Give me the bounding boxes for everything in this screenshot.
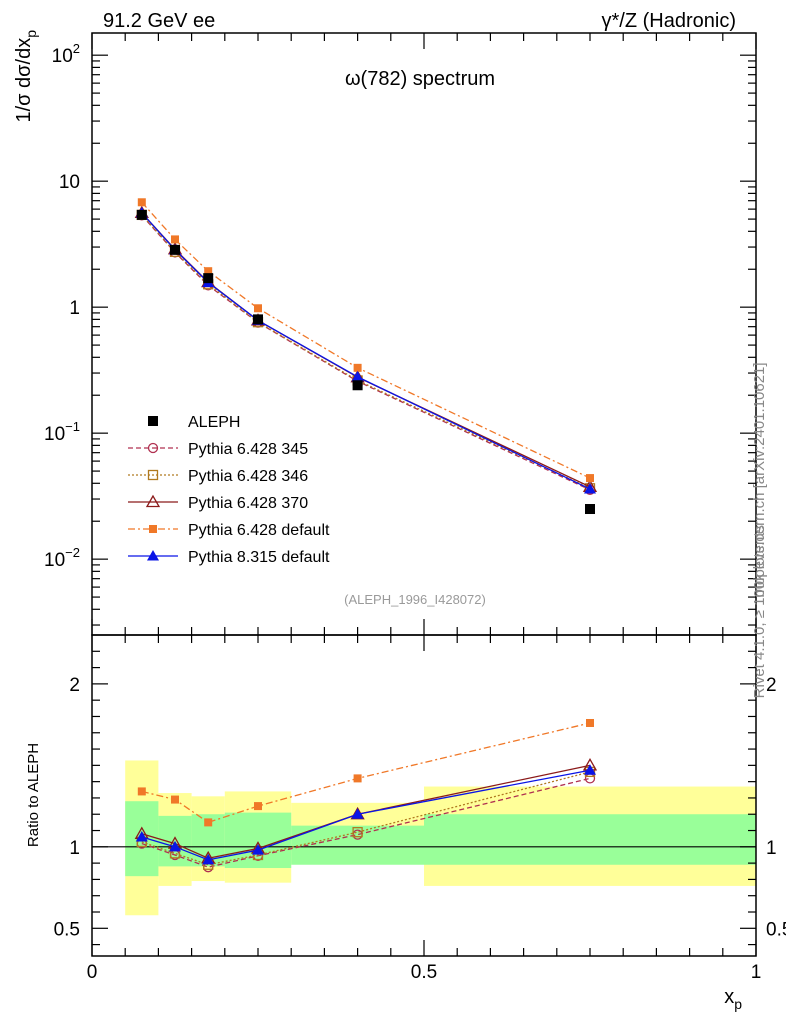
ratio-uncertainty-bands (125, 760, 756, 916)
main-y-axis-label: 1/σ dσ/dxp (13, 30, 39, 123)
ratio-point-4-3 (252, 844, 264, 855)
main-point-4-4 (353, 363, 362, 372)
main-point-4-5 (586, 474, 594, 483)
ratio-point-1-4 (352, 827, 363, 838)
ratio-point-4-2 (202, 853, 215, 865)
data-point-5 (585, 504, 595, 515)
legend-label-3: Pythia 6.428 370 (188, 495, 308, 512)
main-ytick-label-2: 1 (69, 298, 80, 319)
ratio-point-3-5 (586, 718, 594, 727)
header-left-label: 91.2 GeV ee (103, 10, 215, 32)
ratio-point-4-1 (169, 840, 181, 852)
tick-labels: 10−2 10−1 1 10 102 0.5 0.5 1 1 2 2 0 0.5 1 (44, 41, 786, 983)
ratio-point-0-5 (584, 773, 596, 784)
main-point-4-0 (137, 198, 146, 207)
ratio-ytick-label-right-2: 2 (766, 675, 777, 696)
legend-swatch-3 (145, 494, 161, 508)
legend-label-4: Pythia 6.428 default (188, 522, 330, 539)
main-ytick-label-4: 102 (52, 41, 80, 67)
main-ytick-label-0: 10−2 (44, 545, 80, 571)
ratio-y-axis-label: Ratio to ALEPH (25, 743, 42, 847)
ratio-point-3-0 (137, 787, 146, 796)
ratio-line-4 (141, 769, 591, 861)
ratio-point-3-2 (204, 818, 213, 827)
main-line-4 (141, 201, 591, 479)
analysis-watermark: (ALEPH_1996_I428072) (344, 592, 486, 607)
data-point-0 (136, 209, 147, 220)
main-point-5-5 (584, 483, 596, 494)
axis-ticks (91, 33, 757, 956)
ratio-point-4-4 (351, 808, 364, 819)
data-point-2 (203, 273, 214, 284)
xtick-label-2: 1 (751, 962, 762, 983)
ratio-series-layer (134, 718, 598, 873)
legend-label-5: Pythia 8.315 default (188, 549, 330, 566)
legend-swatch-0 (148, 416, 158, 426)
legend-swatch-4 (149, 525, 157, 533)
legend-swatch-5 (147, 550, 159, 561)
main-plot-frame (91, 32, 757, 636)
legend-label-1: Pythia 6.428 345 (188, 441, 308, 458)
xtick-label-1: 0.5 (411, 962, 437, 983)
ratio-line-0 (141, 777, 591, 868)
main-line-5 (141, 212, 591, 490)
ratio-ytick-label-left-0: 0.5 (54, 919, 80, 940)
svg-text:1/σ dσ/dxp: 1/σ dσ/dxp (13, 30, 39, 123)
ratio-point-4-0 (135, 831, 148, 842)
ratio-point-3-4 (353, 774, 362, 783)
main-point-4-2 (204, 267, 213, 276)
main-point-5-4 (351, 370, 364, 382)
main-ytick-label-3: 10 (59, 172, 80, 193)
data-point-4 (352, 380, 363, 391)
legend-swatch-1 (147, 442, 159, 454)
main-point-4-3 (254, 304, 262, 313)
xtick-label-0: 0 (87, 962, 98, 983)
x-axis-label: xp (724, 986, 742, 1012)
band-green-4 (291, 825, 424, 865)
ratio-ytick-label-left-2: 2 (69, 675, 80, 696)
legend-label-2: Pythia 6.428 346 (188, 468, 308, 485)
ratio-point-3-3 (254, 802, 262, 811)
mcplots-citation-label: mcplots.cern.ch [arXiv:2401.10621] (751, 362, 768, 597)
rivet-version-label: Rivet 4.1.0, ≥ 100k events (751, 525, 768, 698)
main-line-2 (141, 214, 591, 489)
ratio-ytick-label-right-0: 0.5 (766, 919, 786, 940)
ratio-point-3-1 (171, 795, 179, 804)
header-right-label: γ*/Z (Hadronic) (602, 10, 736, 32)
chart-title: ω(782) spectrum (345, 68, 495, 90)
legend-swatch-2 (147, 469, 159, 481)
legend: ALEPH Pythia 6.428 345 Pythia 6.428 346 Pyt… (128, 414, 330, 566)
data-point-3 (253, 314, 263, 325)
ratio-line-2 (141, 764, 591, 859)
ratio-line-3 (141, 722, 591, 824)
svg-text:xp: xp (724, 986, 742, 1012)
band-green-5 (424, 814, 756, 865)
ratio-ytick-label-right-1: 1 (766, 838, 777, 859)
data-point-1 (170, 244, 180, 255)
main-series-layer (134, 198, 598, 515)
ratio-ytick-label-left-1: 1 (69, 838, 80, 859)
ratio-line-1 (141, 771, 591, 866)
legend-label-0: ALEPH (188, 414, 240, 431)
main-ytick-label-1: 10−1 (44, 419, 80, 445)
main-point-4-1 (171, 235, 179, 244)
ratio-point-4-5 (584, 764, 596, 775)
